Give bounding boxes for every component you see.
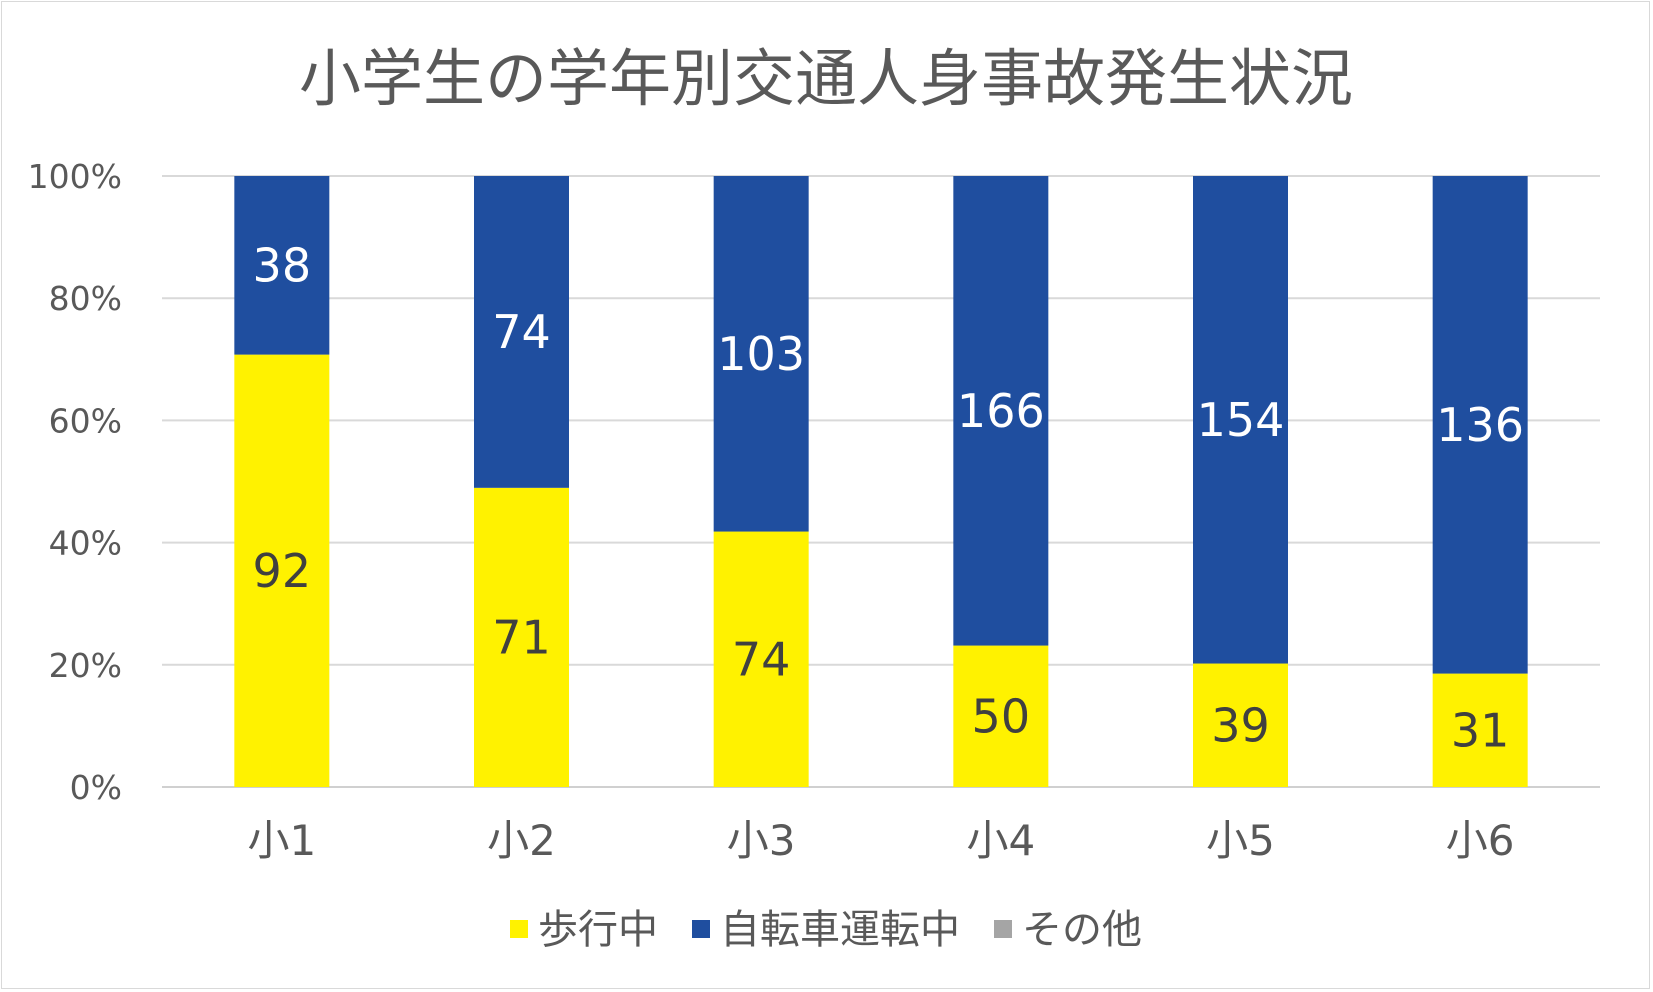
y-tick-label: 60%: [49, 401, 122, 440]
bar-segment: [1193, 663, 1288, 787]
legend-label: 歩行中: [538, 907, 658, 953]
bar-segment: [1432, 673, 1528, 787]
x-tick-label: 小6: [1446, 816, 1515, 865]
bar-segment: [474, 176, 569, 488]
data-label: 38: [253, 238, 312, 292]
bar-segment: [1432, 176, 1528, 674]
legend-label: その他: [1022, 907, 1142, 953]
legend-item: 自転車運転中: [692, 907, 960, 953]
bar-segment: [953, 176, 1049, 646]
bar-segment: [713, 531, 809, 787]
data-label: 31: [1451, 703, 1510, 757]
legend-item: 歩行中: [510, 907, 658, 953]
bar-segment: [953, 645, 1049, 787]
legend-swatch: [692, 920, 710, 938]
legend-swatch: [510, 920, 528, 938]
bar-segment: [234, 354, 330, 787]
y-axis-ticks: 0% 20% 40% 60% 80% 100%: [28, 157, 122, 807]
legend-label: 自転車運転中: [720, 907, 960, 953]
data-label: 71: [492, 610, 551, 664]
data-label: 39: [1211, 698, 1270, 752]
x-tick-label: 小5: [1206, 816, 1275, 865]
bar-segment: [713, 176, 809, 532]
bar-segment: [234, 176, 330, 355]
data-labels: 92 38 71 74 74 103 50 166 39 154 31 136: [253, 238, 1525, 757]
legend-item: その他: [994, 907, 1142, 953]
data-label: 74: [492, 305, 551, 359]
data-label: 154: [1197, 393, 1285, 447]
data-label: 136: [1436, 398, 1524, 452]
legend: 歩行中 自転車運転中 その他: [510, 907, 1142, 953]
y-tick-label: 20%: [49, 646, 122, 685]
data-label: 92: [253, 544, 312, 598]
legend-swatch: [994, 920, 1012, 938]
chart-title: 小学生の学年別交通人身事故発生状況: [299, 42, 1353, 115]
gridlines: [162, 175, 1600, 788]
data-label: 166: [957, 384, 1045, 438]
y-tick-label: 80%: [49, 279, 122, 318]
y-tick-label: 40%: [49, 524, 122, 563]
y-tick-label: 0%: [70, 768, 122, 807]
y-tick-label: 100%: [28, 157, 122, 196]
data-label: 74: [732, 632, 791, 686]
bar-segment: [474, 487, 569, 787]
x-tick-label: 小4: [966, 816, 1035, 865]
x-axis-ticks: 小1 小2 小3 小4 小5 小6: [247, 816, 1514, 865]
x-tick-label: 小1: [247, 816, 316, 865]
bar-segment: [1193, 176, 1288, 664]
data-label: 50: [972, 689, 1031, 743]
data-label: 103: [717, 327, 805, 381]
x-tick-label: 小3: [727, 816, 796, 865]
bars: [234, 176, 1528, 787]
x-tick-label: 小2: [487, 816, 556, 865]
